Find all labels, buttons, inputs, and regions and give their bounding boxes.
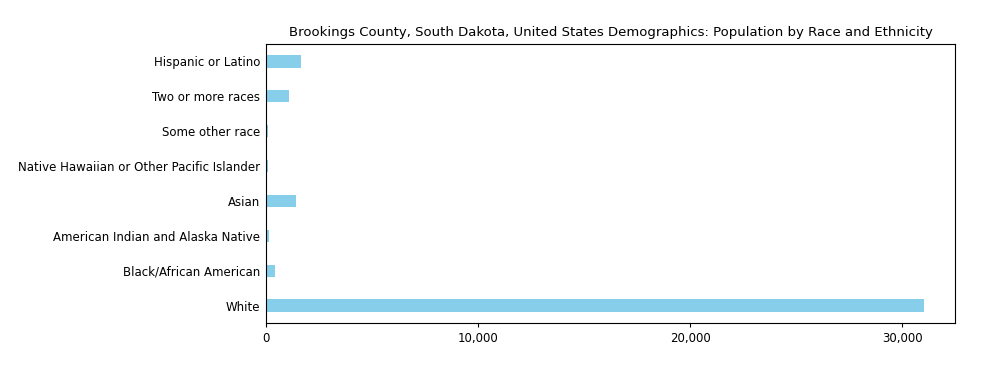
Bar <box>266 195 296 207</box>
Bar <box>266 265 276 277</box>
Bar <box>266 299 924 312</box>
Bar <box>266 125 268 137</box>
Bar <box>266 160 268 172</box>
Bar <box>266 90 290 102</box>
Bar <box>266 230 269 242</box>
Title: Brookings County, South Dakota, United States Demographics: Population by Race a: Brookings County, South Dakota, United S… <box>289 26 933 39</box>
Bar <box>266 55 301 68</box>
